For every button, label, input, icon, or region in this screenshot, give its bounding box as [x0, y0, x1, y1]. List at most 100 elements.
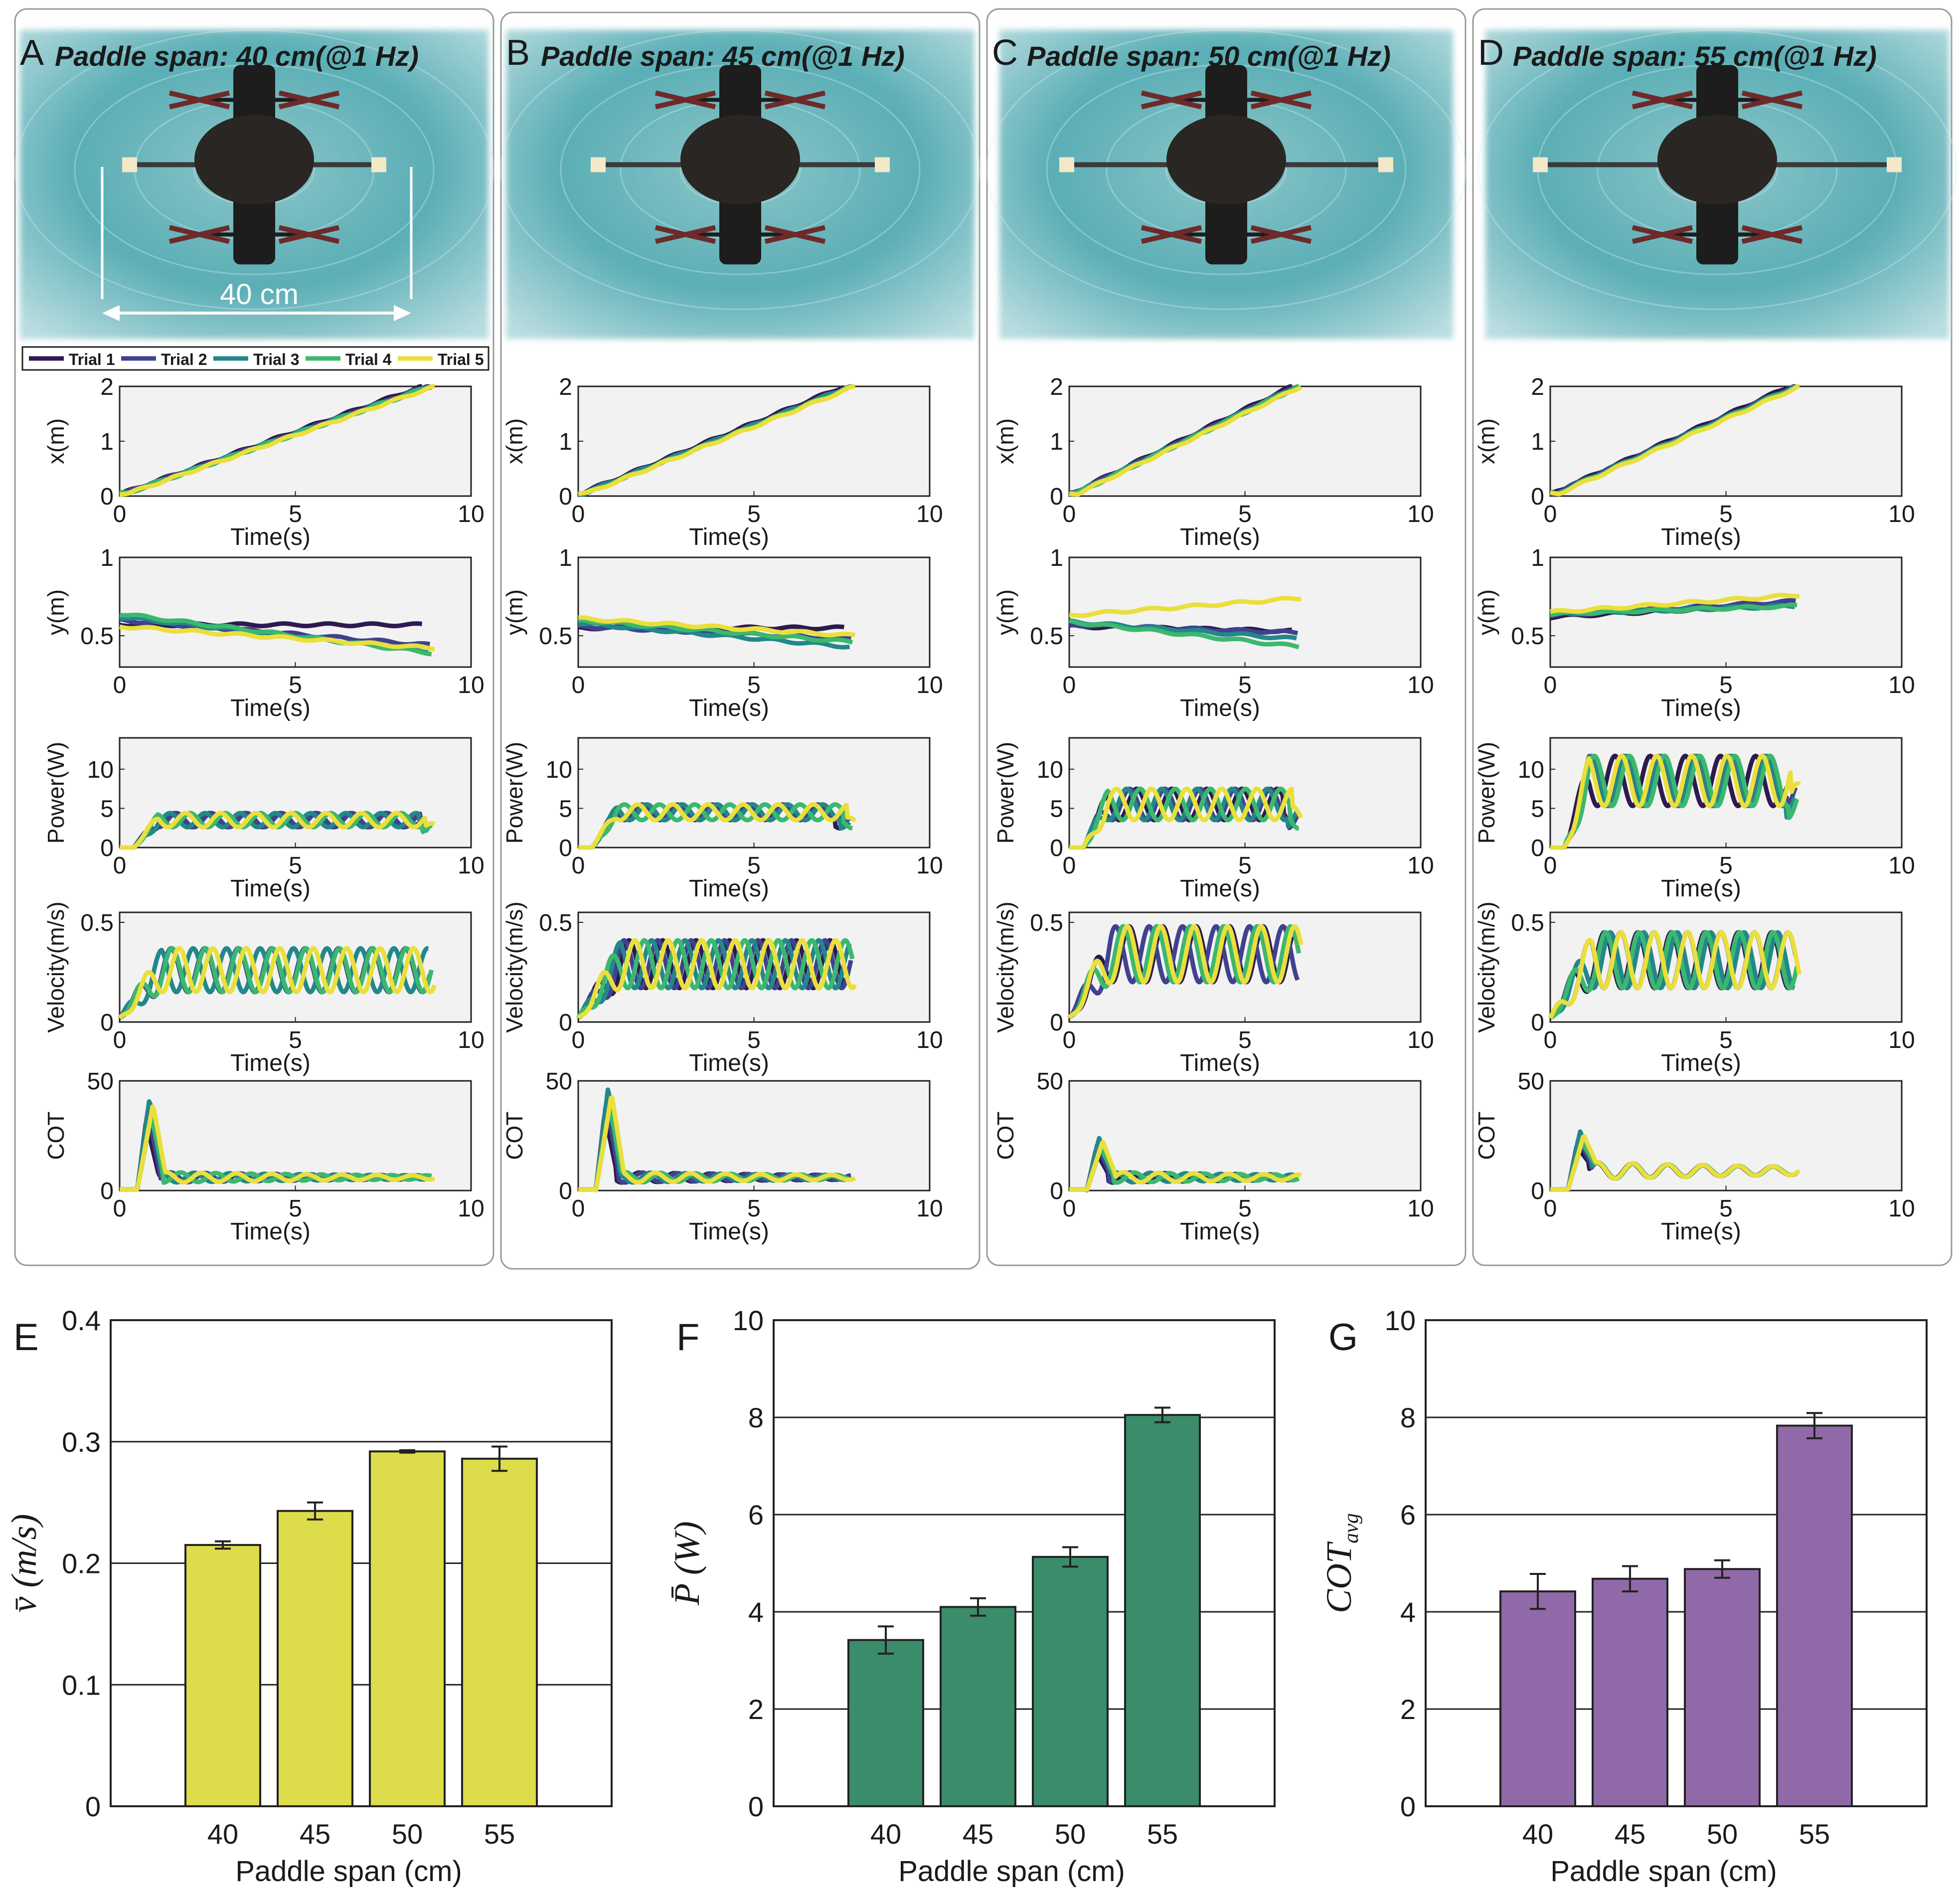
- scale-bar: 40 cm: [101, 167, 413, 321]
- bar-40: [1499, 1590, 1576, 1808]
- robot-photo: [986, 29, 1467, 339]
- y-tick-label: 0: [748, 1791, 764, 1822]
- y-tick-label: 0: [1531, 484, 1544, 510]
- bar-50: [369, 1450, 446, 1807]
- series-trial-4: [1068, 618, 1300, 650]
- bar-45: [277, 1510, 353, 1807]
- x-axis-label: Paddle span (cm): [235, 1855, 462, 1888]
- panel-title: Paddle span: 50 cm(@1 Hz): [1027, 40, 1391, 72]
- error-bar-55: [1806, 1412, 1822, 1439]
- series-trial-5: [577, 384, 856, 497]
- x-tick-label: 50: [1707, 1818, 1738, 1850]
- x-tick-label: 5: [747, 1196, 761, 1222]
- x-axis-label: Time(s): [1180, 1218, 1260, 1245]
- series-trial-5: [118, 946, 437, 1020]
- y-axis-label: Velocity(m/s): [501, 901, 527, 1033]
- panel-letter: B: [506, 33, 530, 73]
- axes-power: 0 5 10 0 5 10 Time(s) Power(W): [501, 737, 943, 902]
- x-tick-label: 10: [1407, 672, 1434, 698]
- x-tick-label: 10: [916, 501, 943, 527]
- series-trial-5: [577, 802, 857, 850]
- y-axis-label: Velocity(m/s): [43, 901, 69, 1033]
- axes-cot: 0 50 0 5 10 Time(s) COT: [501, 1068, 943, 1245]
- y-tick-label: 0.5: [1511, 623, 1544, 650]
- x-axis-label: Time(s): [1661, 875, 1741, 902]
- y-tick-label: 1: [1531, 429, 1544, 455]
- error-bar-40: [878, 1625, 894, 1655]
- y-tick-label: 0: [100, 835, 114, 861]
- x-tick-label: 5: [747, 501, 761, 527]
- y-tick-label: 1: [100, 429, 114, 455]
- y-tick-label: 0: [1050, 1178, 1063, 1205]
- series-trial-2: [1067, 924, 1300, 1020]
- error-bar-40: [1530, 1572, 1546, 1610]
- y-axis-label: x(m): [992, 418, 1018, 464]
- x-axis-label: Time(s): [1180, 875, 1260, 902]
- series-trial-5: [1548, 930, 1802, 1020]
- y-tick-label: 0: [1400, 1791, 1416, 1822]
- x-axis-label: Time(s): [1661, 1218, 1741, 1245]
- x-tick-label: 0: [1063, 672, 1076, 698]
- panel-letter: E: [13, 1316, 39, 1359]
- x-tick-label: 40: [207, 1818, 238, 1850]
- x-axis-label: Time(s): [689, 524, 769, 550]
- axes-x: 0 1 2 0 5 10 Time(s) x(m): [992, 374, 1434, 550]
- x-tick-label: 0: [113, 501, 127, 527]
- legend-label: Trial 3: [253, 350, 300, 368]
- y-tick-label: 0: [100, 1010, 114, 1036]
- x-tick-label: 45: [300, 1818, 330, 1850]
- legend-item-trial-2: Trial 2: [121, 350, 207, 368]
- y-tick-label: 6: [1400, 1499, 1416, 1531]
- x-tick-label: 0: [572, 501, 585, 527]
- x-tick-label: 0: [113, 853, 127, 879]
- x-tick-label: 10: [1888, 501, 1915, 527]
- y-tick-label: 0: [100, 484, 114, 510]
- y-axis-label: COT: [43, 1111, 69, 1160]
- y-tick-label: 10: [733, 1305, 764, 1336]
- y-tick-label: 0.5: [1030, 910, 1063, 936]
- y-tick-label: 0: [559, 835, 572, 861]
- y-axis-label: Velocity(m/s): [1473, 901, 1499, 1033]
- x-tick-label: 10: [1407, 853, 1434, 879]
- x-tick-label: 55: [1799, 1818, 1830, 1850]
- error-bar-45: [1622, 1565, 1638, 1593]
- y-axis-label: y(m): [501, 589, 527, 635]
- x-axis-label: Time(s): [1180, 695, 1260, 721]
- y-tick-label: 5: [1531, 796, 1544, 822]
- y-tick-label: 0.1: [62, 1669, 101, 1701]
- series-trial-3: [119, 811, 430, 850]
- bar-45: [940, 1606, 1016, 1807]
- series-trial-3: [577, 621, 851, 650]
- axes-cot: 0 50 0 5 10 Time(s) COT: [43, 1068, 485, 1245]
- x-axis-label: Time(s): [1661, 695, 1741, 721]
- axes-x: 0 1 2 0 5 10 Time(s) x(m): [1473, 374, 1915, 550]
- y-axis-label: y(m): [992, 589, 1018, 635]
- legend-item-trial-3: Trial 3: [213, 350, 300, 368]
- x-tick-label: 0: [572, 1196, 585, 1222]
- y-tick-label: 50: [1518, 1068, 1544, 1095]
- bar-45: [1592, 1577, 1668, 1807]
- y-tick-label: 10: [87, 757, 114, 783]
- series-trial-5: [1549, 753, 1801, 850]
- y-tick-label: 0.5: [539, 910, 572, 936]
- y-axis-label: COT: [1473, 1111, 1499, 1160]
- x-tick-label: 10: [1888, 1196, 1915, 1222]
- x-axis-label: Time(s): [230, 695, 311, 721]
- y-axis-label: v̄ (m/s): [4, 1514, 44, 1613]
- axes-power: 0 5 10 0 5 10 Time(s) Power(W): [43, 737, 485, 902]
- panel-letter: D: [1478, 33, 1504, 73]
- x-axis-label: Time(s): [689, 695, 769, 721]
- x-tick-label: 10: [458, 1027, 484, 1053]
- axes-x: 0 1 2 0 5 10 Time(s) x(m): [501, 374, 943, 550]
- x-axis-label: Time(s): [689, 1218, 769, 1245]
- y-tick-label: 1: [1050, 429, 1063, 455]
- x-tick-label: 5: [1719, 672, 1733, 698]
- y-axis-label: x(m): [43, 418, 69, 464]
- legend-item-trial-1: Trial 1: [29, 350, 115, 368]
- x-tick-label: 45: [963, 1818, 993, 1850]
